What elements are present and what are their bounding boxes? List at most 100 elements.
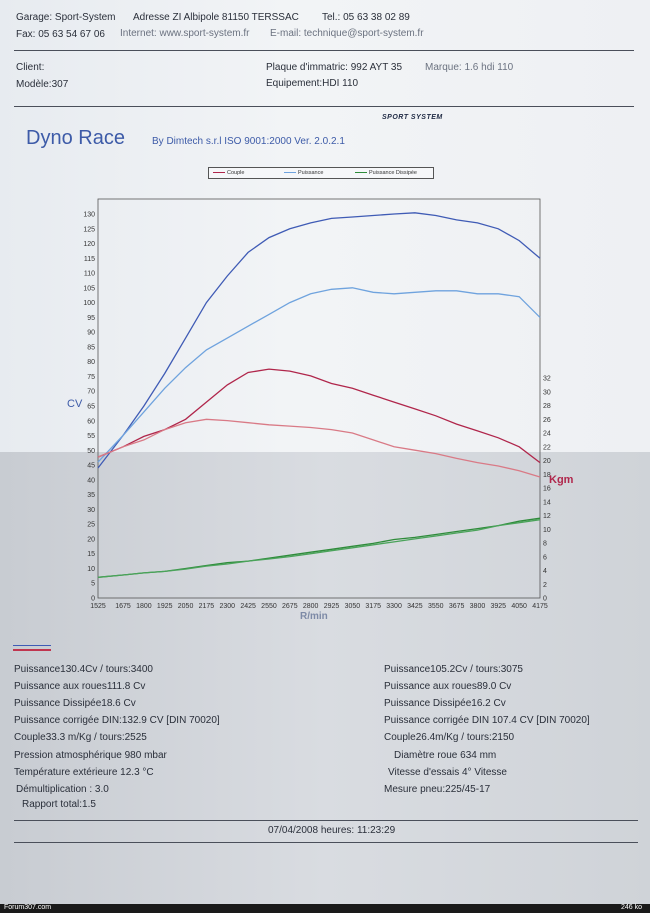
result-left-item: Puissance Dissipée18.6 Cv <box>14 698 136 709</box>
y-tick-label: 60 <box>87 418 95 425</box>
x-tick-label: 2050 <box>178 603 194 610</box>
y2-tick-label: 24 <box>543 431 551 438</box>
garage-fax: Fax: 05 63 54 67 06 <box>16 29 105 40</box>
y-tick-label: 80 <box>87 359 95 366</box>
y2-tick-label: 18 <box>543 472 551 479</box>
x-tick-label: 4175 <box>532 603 548 610</box>
result-left-item: Couple33.3 m/Kg / tours:2525 <box>14 732 147 743</box>
legend-label: Couple <box>227 170 245 176</box>
garage-name: Garage: Sport-System <box>16 12 116 23</box>
x-tick-label: 1675 <box>115 603 131 610</box>
plate-label: Plaque d'immatric: 992 AYT 35 <box>266 62 403 73</box>
report-subtitle: By Dimtech s.r.l ISO 9001:2000 Ver. 2.0.… <box>152 136 345 147</box>
y-tick-label: 0 <box>91 596 95 603</box>
result-left-item: Démultiplication : 3.0 <box>16 784 109 795</box>
y-tick-label: 95 <box>87 315 95 322</box>
result-left-item: Température extérieure 12.3 °C <box>14 767 154 778</box>
garage-email: E-mail: technique@sport-system.fr <box>270 28 424 39</box>
y-tick-label: 120 <box>83 241 95 248</box>
result-right-item: Puissance Dissipée16.2 Cv <box>384 698 506 709</box>
x-tick-label: 2175 <box>199 603 215 610</box>
legend-item-puissance: Puissance <box>284 170 323 176</box>
forum-watermark: Forum307.com <box>4 904 52 911</box>
file-size-label: 246 ko <box>620 904 642 911</box>
x-tick-label: 3800 <box>470 603 486 610</box>
sport-system-logo: SPORT SYSTEM <box>382 114 443 121</box>
y2-tick-label: 0 <box>543 596 547 603</box>
result-left-item: Pression atmosphérique 980 mbar <box>14 750 167 761</box>
y-tick-label: 45 <box>87 463 95 470</box>
legend-label: Puissance <box>298 170 324 176</box>
x-tick-label: 2425 <box>240 603 256 610</box>
footer-divider-top <box>14 820 638 821</box>
result-right-item: Vitesse d'essais 4° Vitesse <box>388 767 507 778</box>
garage-phone: Tel.: 05 63 38 02 89 <box>322 12 410 23</box>
y-axis-label: CV <box>67 398 83 410</box>
x-tick-label: 3550 <box>428 603 444 610</box>
series-line-3 <box>97 418 541 478</box>
series-line-5 <box>97 519 541 578</box>
legend-item-couple: Couple <box>213 170 244 176</box>
y2-tick-label: 6 <box>543 554 547 561</box>
y2-tick-label: 26 <box>543 417 551 424</box>
result-left-item: Puissance130.4Cv / tours:3400 <box>14 664 153 675</box>
y-tick-label: 85 <box>87 344 95 351</box>
y-tick-label: 55 <box>87 433 95 440</box>
legend-item-dissipee: Puissance Dissipée <box>355 170 417 176</box>
x-tick-label: 2925 <box>324 603 340 610</box>
model-label: Modèle:307 <box>16 79 69 90</box>
result-left-item: Puissance aux roues111.8 Cv <box>14 681 146 692</box>
x-tick-label: 1525 <box>90 603 106 610</box>
y2-axis-label: Kgm <box>549 474 574 486</box>
y2-tick-label: 32 <box>543 376 551 383</box>
y-tick-label: 125 <box>83 226 95 233</box>
y2-tick-label: 10 <box>543 527 551 534</box>
y-tick-label: 50 <box>87 448 95 455</box>
footer-divider-bottom <box>14 842 638 843</box>
x-tick-label: 3175 <box>365 603 381 610</box>
series-line-4 <box>97 517 541 578</box>
result-right-item: Puissance aux roues89.0 Cv <box>384 681 512 692</box>
report-title: Dyno Race <box>26 127 125 149</box>
x-tick-label: 1800 <box>136 603 152 610</box>
y-tick-label: 65 <box>87 404 95 411</box>
series-line-1 <box>97 287 541 463</box>
y-tick-label: 115 <box>84 256 95 263</box>
result-right-item: Couple26.4m/Kg / tours:2150 <box>384 732 515 743</box>
y-tick-label: 30 <box>87 507 95 514</box>
x-tick-label: 2675 <box>282 603 298 610</box>
result-left-item: Rapport total:1.5 <box>22 799 96 810</box>
y-tick-label: 70 <box>87 389 95 396</box>
x-tick-label: 3050 <box>345 603 361 610</box>
watermark-bar <box>0 904 650 913</box>
y2-tick-label: 4 <box>543 568 547 575</box>
x-tick-label: 4050 <box>511 603 527 610</box>
chart-legend: Couple Puissance Puissance Dissipée <box>208 167 434 179</box>
result-right-item: Puissance105.2Cv / tours:3075 <box>384 664 523 675</box>
y2-tick-label: 16 <box>543 486 551 493</box>
y-tick-label: 20 <box>87 536 95 543</box>
result-right-item: Diamètre roue 634 mm <box>394 750 497 761</box>
y2-tick-label: 30 <box>543 389 551 396</box>
x-tick-label: 3675 <box>449 603 465 610</box>
y2-tick-label: 20 <box>543 458 551 465</box>
y-tick-label: 130 <box>83 212 95 219</box>
brand-label: Marque: 1.6 hdi 110 <box>425 62 514 73</box>
result-right-item: Mesure pneu:225/45-17 <box>384 784 491 795</box>
equipment-label: Equipement:HDI 110 <box>266 78 359 89</box>
x-tick-label: 2550 <box>261 603 277 610</box>
y2-tick-label: 2 <box>543 582 547 589</box>
client-label: Client: <box>16 62 45 73</box>
y-tick-label: 40 <box>87 477 95 484</box>
y-tick-label: 15 <box>87 551 95 558</box>
y-tick-label: 100 <box>83 300 95 307</box>
y-tick-label: 10 <box>87 566 95 573</box>
y2-tick-label: 8 <box>543 541 547 548</box>
y2-tick-label: 22 <box>543 444 551 451</box>
plot-frame <box>97 198 541 599</box>
x-tick-label: 3425 <box>407 603 423 610</box>
garage-address: Adresse ZI Albipole 81150 TERSSAC <box>133 12 299 23</box>
y2-tick-label: 12 <box>543 513 551 520</box>
x-tick-label: 3300 <box>386 603 402 610</box>
